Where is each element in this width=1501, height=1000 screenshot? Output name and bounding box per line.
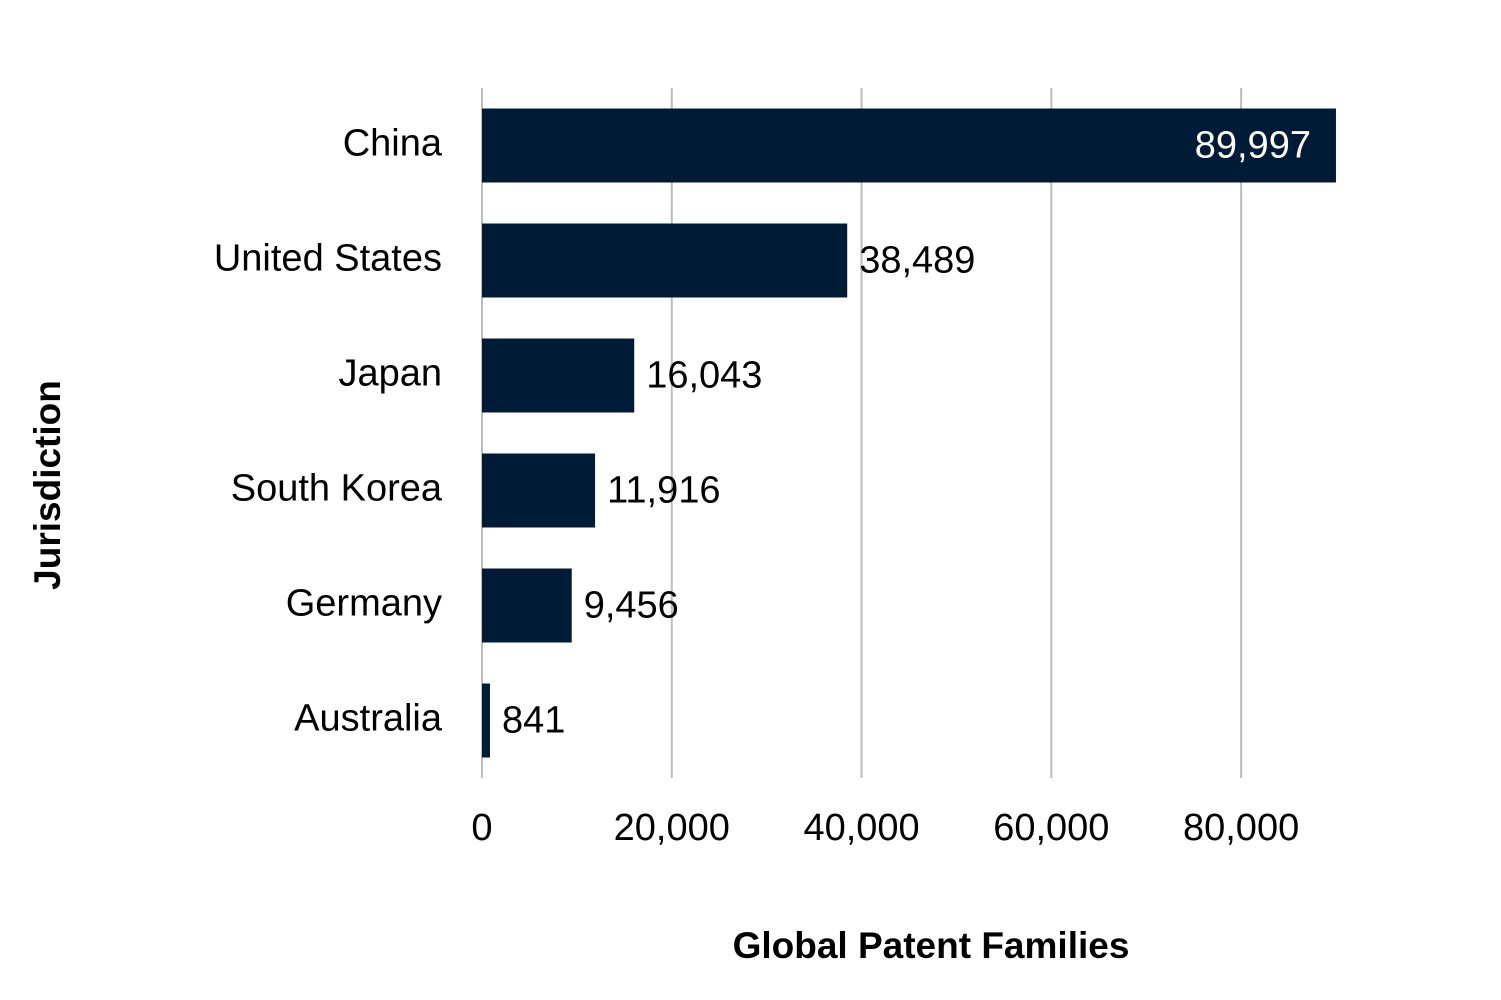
y-tick-label: Japan — [338, 353, 442, 395]
bar — [482, 454, 595, 528]
bar — [482, 224, 847, 298]
x-tick-label: 60,000 — [993, 807, 1109, 849]
y-tick-label: United States — [214, 238, 442, 280]
bar — [482, 339, 634, 413]
x-tick-label: 80,000 — [1183, 807, 1299, 849]
data-label: 11,916 — [607, 470, 720, 512]
data-label: 38,489 — [859, 240, 975, 282]
x-tick-label: 0 — [471, 807, 492, 849]
y-tick-label: Australia — [294, 698, 443, 740]
y-tick-label: China — [343, 123, 443, 165]
y-axis-title: Jurisdiction — [27, 380, 68, 590]
data-label: 16,043 — [646, 355, 762, 397]
data-label: 841 — [502, 700, 565, 742]
x-axis-title: Global Patent Families — [733, 925, 1130, 966]
chart: Global Patent Families Jurisdiction 0 20,… — [0, 0, 1501, 1000]
data-label: 9,456 — [584, 585, 679, 627]
x-tick-label: 20,000 — [614, 807, 730, 849]
y-tick-label: South Korea — [231, 468, 443, 510]
y-tick-label: Germany — [286, 583, 442, 625]
bar — [482, 684, 490, 758]
data-label: 89,997 — [1195, 125, 1311, 167]
bar — [482, 569, 572, 643]
x-tick-label: 40,000 — [803, 807, 919, 849]
